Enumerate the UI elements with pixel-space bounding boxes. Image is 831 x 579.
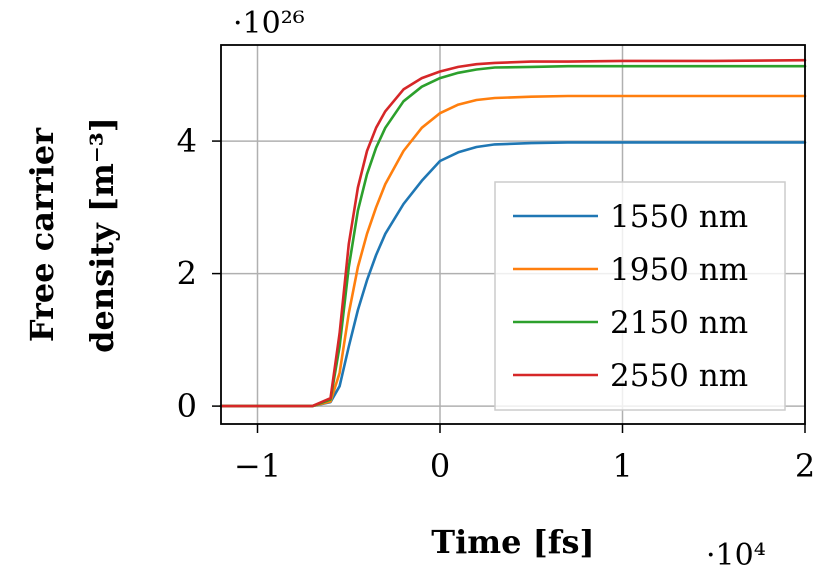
legend-label-2150-nm: 2150 nm bbox=[610, 305, 748, 341]
series-line-2150-nm bbox=[219, 64, 807, 408]
x-axis-multiplier: ·10⁴ bbox=[706, 538, 766, 573]
plot-frame bbox=[220, 44, 806, 425]
series-line-1550-nm bbox=[219, 141, 807, 408]
x-axis-label: Time [fs] bbox=[431, 523, 594, 561]
series-group bbox=[219, 58, 807, 408]
y-tick-label: 2 bbox=[177, 255, 197, 293]
y-axis-multiplier: ·10²⁶ bbox=[233, 6, 305, 41]
y-tick-label: 0 bbox=[177, 387, 197, 425]
x-tick-label: 0 bbox=[430, 447, 450, 485]
y-axis-label-line1: Free carrier bbox=[23, 127, 61, 342]
ticks bbox=[212, 140, 806, 433]
series-line-2550-nm bbox=[219, 58, 807, 408]
legend-label-2550-nm: 2550 nm bbox=[610, 358, 748, 394]
legend-box bbox=[494, 181, 786, 411]
legend-label-1550-nm: 1550 nm bbox=[610, 199, 748, 235]
series-line-1950-nm bbox=[219, 94, 807, 408]
x-tick-label: 2 bbox=[795, 447, 815, 485]
legend: 1550 nm 1950 nm 2150 nm 2550 nm bbox=[494, 181, 786, 411]
tick-labels: −1 0 1 2 0 2 4 bbox=[177, 122, 816, 485]
x-tick-label: 1 bbox=[612, 447, 632, 485]
legend-items: 1550 nm 1950 nm 2150 nm 2550 nm bbox=[513, 199, 748, 394]
y-tick-label: 4 bbox=[177, 122, 197, 160]
legend-label-1950-nm: 1950 nm bbox=[610, 252, 748, 288]
y-axis-label-line2: density [m⁻³] bbox=[83, 117, 121, 353]
x-tick-label: −1 bbox=[234, 447, 281, 485]
